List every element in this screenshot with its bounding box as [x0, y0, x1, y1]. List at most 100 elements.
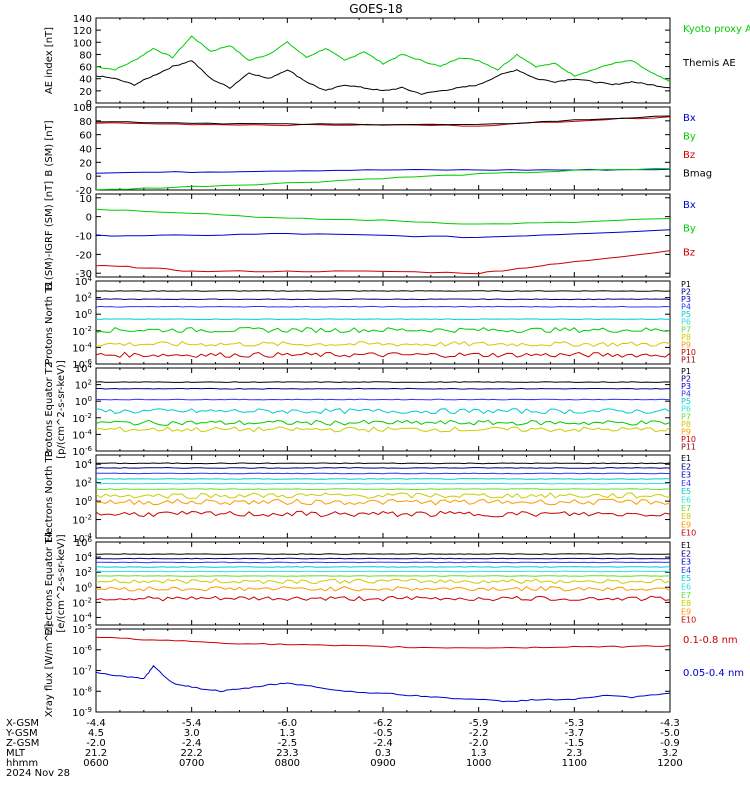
- series-line-e1: [96, 462, 671, 465]
- channel-label: P2: [681, 288, 691, 297]
- legend-entry: Kyoto proxy AE: [683, 24, 750, 35]
- y-tick-label: 104: [75, 551, 93, 564]
- legend-entry: Bx: [683, 113, 696, 124]
- channel-label: P7: [681, 412, 691, 421]
- channel-label: E6: [681, 583, 691, 592]
- series-line-e9: [95, 510, 671, 518]
- y-tick-label: 100: [75, 581, 92, 594]
- y-tick-label: 40: [79, 145, 92, 156]
- series-line-e3: [96, 472, 670, 475]
- channel-label: E9: [681, 607, 691, 616]
- footer-value-mlt: 22.2: [181, 748, 203, 759]
- y-tick-label: 10-2: [72, 412, 92, 425]
- series-line-e1: [95, 553, 671, 555]
- footer-value-xgsm: -6.0: [278, 718, 298, 729]
- series-line-0-05-0-4-nm: [95, 664, 671, 703]
- footer-row-label: Y-GSM: [5, 728, 38, 739]
- panel-bsm: -20 0 20 40 60 80 100 B (SM) [nT] Bx By Bz Bmag: [44, 103, 712, 197]
- channel-label: E1: [681, 541, 691, 550]
- series-line-p6: [95, 426, 671, 433]
- y-tick-label: 80: [79, 50, 92, 61]
- channel-label: P3: [681, 295, 691, 304]
- legend-entry: Bz: [683, 247, 695, 258]
- footer-row-label: MLT: [6, 748, 26, 759]
- footer-value-zgsm: -2.5: [278, 738, 298, 749]
- legend-entry: Bmag: [683, 168, 712, 179]
- y-tick-label: 10-4: [72, 341, 92, 354]
- series-line-e5: [95, 482, 671, 485]
- y-axis-label: Electrons North T3: [44, 450, 55, 543]
- footer-value-ygsm: -0.5: [373, 728, 393, 739]
- channel-label: P6: [681, 405, 691, 414]
- legend-entry: Bx: [683, 200, 696, 211]
- series-line-p2: [95, 298, 671, 301]
- y-tick-label: 10-2: [72, 596, 92, 609]
- series-line-by: [95, 167, 671, 191]
- y-axis-unit: [e/(cm^2-s-sr-keV)]: [56, 534, 67, 632]
- y-tick-label: -30: [76, 269, 92, 280]
- footer-value-xgsm: -4.3: [660, 718, 680, 729]
- footer-value-mlt: 21.2: [85, 748, 107, 759]
- channel-label: E9: [681, 520, 691, 529]
- panel-frame: [95, 280, 671, 365]
- y-tick-label: 0: [86, 213, 92, 224]
- footer-value-hhmm: 0700: [179, 758, 204, 769]
- y-tick-label: 0: [86, 99, 92, 110]
- footer-value-xgsm: -5.3: [565, 718, 585, 729]
- channel-label: P10: [681, 435, 696, 444]
- channel-label: P8: [681, 420, 691, 429]
- y-tick-label: -10: [76, 232, 92, 243]
- channel-label: P11: [681, 442, 696, 451]
- footer-value-hhmm: 0900: [370, 758, 395, 769]
- y-tick-label: 10-4: [72, 428, 92, 441]
- footer-value-zgsm: -0.9: [660, 738, 680, 749]
- series-line-p5: [95, 326, 671, 334]
- footer-value-mlt: 1.3: [471, 748, 487, 759]
- panel-protons-equator: 104 102 100 10-2 10-4 10-6 Protons Equator T2[…: [44, 360, 696, 459]
- channel-label: E7: [681, 504, 691, 513]
- series-line-e4: [95, 478, 671, 480]
- channel-label: E4: [681, 566, 691, 575]
- y-tick-label: 60: [79, 131, 92, 142]
- series-line-p4: [95, 408, 671, 415]
- channel-label: P1: [681, 280, 691, 289]
- series-line-e2: [95, 557, 671, 560]
- y-tick-label: 102: [75, 379, 92, 392]
- channel-label: E10: [681, 529, 696, 538]
- y-tick-label: 100: [73, 103, 92, 114]
- y-tick-label: 140: [73, 14, 92, 25]
- footer-value-zgsm: -2.0: [86, 738, 106, 749]
- footer-value-zgsm: -2.4: [373, 738, 393, 749]
- panel-frame: [95, 628, 671, 713]
- legend-entry: 0.1-0.8 nm: [683, 635, 738, 646]
- y-tick-label: 102: [75, 292, 92, 305]
- footer-value-ygsm: -5.0: [660, 728, 680, 739]
- series-line-e2: [95, 466, 671, 469]
- y-tick-label: 10-2: [72, 325, 92, 338]
- series-line-p4: [95, 318, 671, 321]
- footer-value-xgsm: -6.2: [373, 718, 393, 729]
- footer-value-ygsm: 3.0: [184, 728, 200, 739]
- series-line-e8: [95, 585, 671, 592]
- y-tick-label: -20: [76, 186, 92, 197]
- channel-label: E7: [681, 591, 691, 600]
- series-line-by: [95, 208, 671, 225]
- y-tick-label: 100: [75, 308, 92, 321]
- series-line-0-1-0-8-nm: [95, 636, 671, 649]
- series-line-themis-ae: [95, 60, 671, 95]
- channel-label: E2: [681, 462, 691, 471]
- channel-label: E1: [681, 454, 691, 463]
- y-tick-label: 102: [75, 566, 92, 579]
- footer-row-label: hhmm: [6, 758, 38, 769]
- y-tick-label: 0: [86, 172, 92, 183]
- plot-title: GOES-18: [349, 2, 403, 16]
- y-tick-label: 102: [75, 477, 92, 490]
- footer-row-label: X-GSM: [6, 718, 39, 729]
- y-tick-label: 104: [75, 275, 93, 288]
- footer-value-hhmm: 1000: [466, 758, 491, 769]
